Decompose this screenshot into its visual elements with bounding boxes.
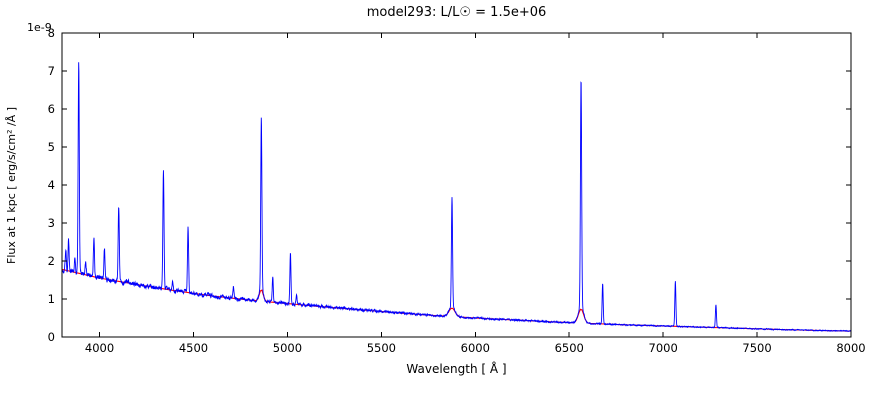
y-tick-label: 6 xyxy=(48,102,55,116)
x-tick-label: 4500 xyxy=(179,341,208,355)
x-tick-label: 5000 xyxy=(273,341,302,355)
x-tick-label: 6500 xyxy=(555,341,584,355)
y-tick-label: 8 xyxy=(48,26,55,40)
x-tick-label: 7500 xyxy=(742,341,771,355)
y-tick-label: 4 xyxy=(48,178,55,192)
y-tick-label: 7 xyxy=(48,64,55,78)
x-tick-label: 7000 xyxy=(649,341,678,355)
y-axis-offset-label: 1e-9 xyxy=(27,21,52,34)
y-tick-label: 2 xyxy=(48,254,55,268)
x-tick-label: 6000 xyxy=(461,341,490,355)
y-tick-label: 3 xyxy=(48,216,55,230)
series-continuum-fit xyxy=(61,268,852,332)
x-tick-label: 5500 xyxy=(367,341,396,355)
series-spectrum xyxy=(61,62,852,333)
x-tick-label: 4000 xyxy=(85,341,114,355)
x-tick-label: 8000 xyxy=(836,341,865,355)
x-axis-label: Wavelength [ Å ] xyxy=(406,362,507,376)
y-tick-label: 5 xyxy=(48,140,55,154)
y-tick-label: 0 xyxy=(48,330,55,344)
chart-title: model293: L/L☉ = 1.5e+06 xyxy=(366,5,547,20)
y-tick-label: 1 xyxy=(48,292,55,306)
